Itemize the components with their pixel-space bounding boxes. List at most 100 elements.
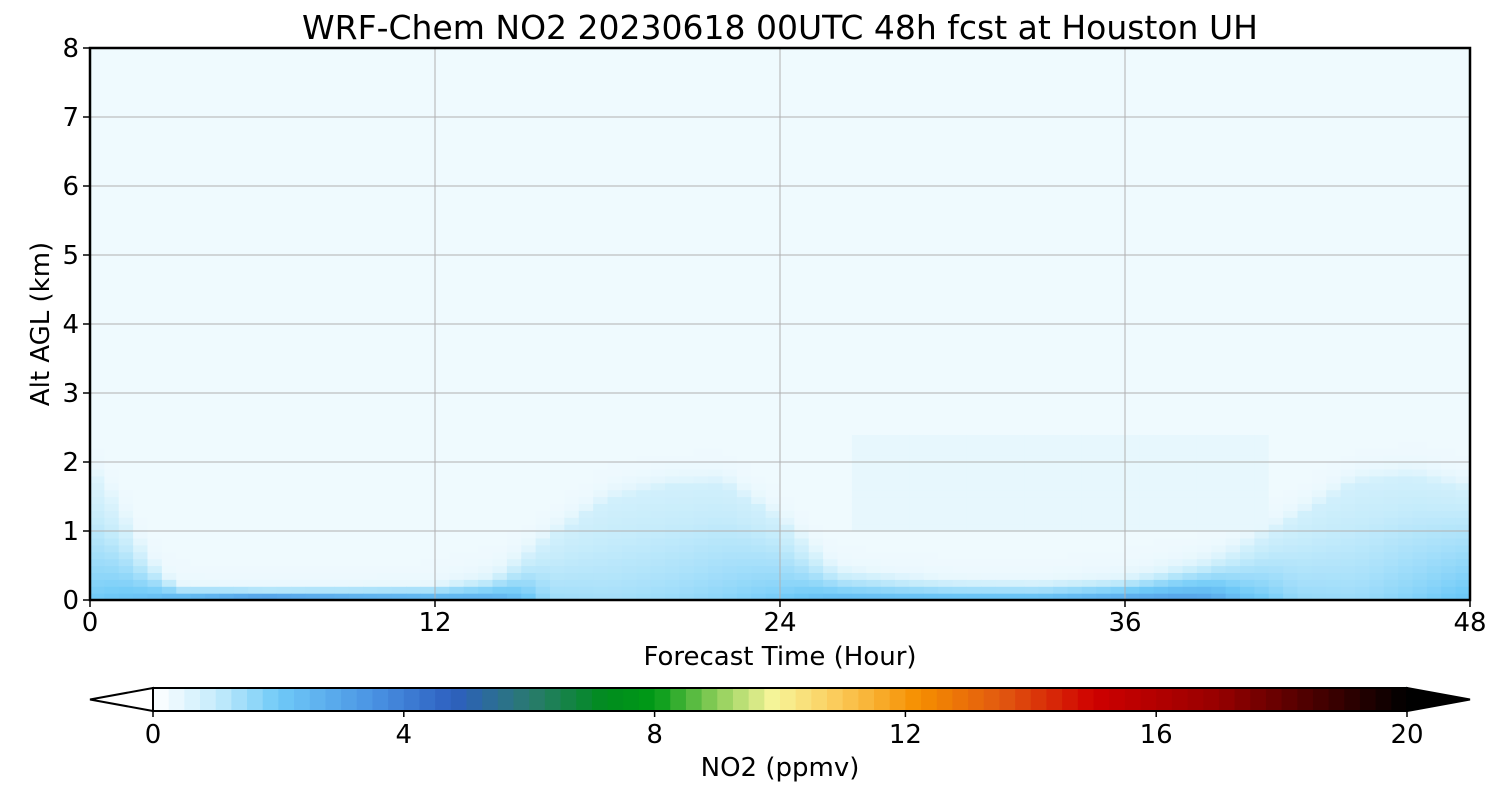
heatmap-cell <box>679 593 695 600</box>
heatmap-cell <box>952 468 968 477</box>
heatmap-cell <box>463 282 479 291</box>
heatmap-cell <box>205 475 220 484</box>
heatmap-cell <box>535 110 551 118</box>
heatmap-cell <box>966 510 982 518</box>
heatmap-cell <box>521 482 537 491</box>
heatmap-cell <box>895 503 910 511</box>
heatmap-cell <box>851 496 867 504</box>
heatmap-cell <box>205 310 220 318</box>
heatmap-cell <box>679 358 695 366</box>
heatmap-cell <box>866 123 882 132</box>
heatmap-cell <box>449 186 465 194</box>
heatmap-cell <box>938 386 954 394</box>
heatmap-cell <box>118 296 134 304</box>
heatmap-cell <box>478 572 494 580</box>
heatmap-cell <box>90 379 105 387</box>
heatmap-cell <box>391 199 407 208</box>
heatmap-cell <box>794 54 810 63</box>
heatmap-cell <box>880 261 896 270</box>
heatmap-cell <box>176 289 192 297</box>
heatmap-cell <box>478 220 494 228</box>
heatmap-cell <box>794 75 810 84</box>
heatmap-cell <box>550 255 565 263</box>
heatmap-cell <box>880 586 896 594</box>
heatmap-cell <box>722 399 738 408</box>
heatmap-cell <box>794 317 810 325</box>
heatmap-cell <box>248 227 264 235</box>
heatmap-cell <box>780 82 795 90</box>
heatmap-cell <box>478 344 494 353</box>
heatmap-cell <box>866 558 882 567</box>
heatmap-cell <box>736 206 752 215</box>
heatmap-cell <box>506 386 522 394</box>
heatmap-cell <box>435 420 450 429</box>
heatmap-cell <box>305 386 321 394</box>
heatmap-cell <box>492 344 508 353</box>
heatmap-cell <box>463 130 479 139</box>
heatmap-cell <box>147 386 163 394</box>
heatmap-cell <box>478 468 494 477</box>
heatmap-cell <box>880 565 896 573</box>
heatmap-cell <box>492 586 508 594</box>
heatmap-cell <box>276 448 292 456</box>
heatmap-cell <box>607 558 623 567</box>
heatmap-cell <box>478 537 494 546</box>
heatmap-cell <box>348 393 364 401</box>
heatmap-cell <box>118 48 134 56</box>
heatmap-cell <box>90 130 105 139</box>
heatmap-cell <box>363 130 379 139</box>
heatmap-cell <box>780 48 795 56</box>
heatmap-cell <box>578 192 594 201</box>
heatmap-cell <box>449 255 465 263</box>
heatmap-cell <box>765 255 781 263</box>
heatmap-cell <box>880 96 896 104</box>
heatmap-cell <box>794 351 810 360</box>
heatmap-cell <box>938 296 954 304</box>
heatmap-cell <box>219 158 235 166</box>
heatmap-cell <box>147 234 163 242</box>
heatmap-cell <box>262 289 278 297</box>
heatmap-cell <box>219 123 235 132</box>
heatmap-cell <box>320 372 335 380</box>
heatmap-cell <box>578 406 594 415</box>
heatmap-cell <box>521 475 537 484</box>
heatmap-cell <box>176 572 192 580</box>
heatmap-cell <box>104 317 120 325</box>
heatmap-cell <box>190 517 206 525</box>
heatmap-cell <box>794 117 810 125</box>
heatmap-cell <box>736 137 752 146</box>
heatmap-cell <box>248 531 264 539</box>
heatmap-cell <box>578 496 594 504</box>
heatmap-cell <box>104 234 120 242</box>
heatmap-cell <box>363 441 379 449</box>
heatmap-cell <box>621 524 637 532</box>
heatmap-cell <box>938 510 954 518</box>
heatmap-cell <box>923 227 939 235</box>
heatmap-cell <box>233 531 249 539</box>
heatmap-cell <box>966 427 982 435</box>
heatmap-cell <box>320 544 335 553</box>
heatmap-cell <box>880 117 896 125</box>
heatmap-cell <box>305 248 321 256</box>
heatmap-cell <box>952 165 968 173</box>
heatmap-cell <box>923 179 939 187</box>
heatmap-cell <box>334 434 350 442</box>
heatmap-cell <box>449 441 465 449</box>
heatmap-cell <box>765 517 781 525</box>
heatmap-cell <box>808 117 824 125</box>
heatmap-cell <box>708 544 724 553</box>
heatmap-cell <box>521 579 537 587</box>
heatmap-cell <box>621 144 637 153</box>
heatmap-cell <box>406 593 422 600</box>
heatmap-cell <box>823 544 839 553</box>
heatmap-cell <box>650 179 666 187</box>
heatmap-cell <box>722 393 738 401</box>
heatmap-cell <box>895 393 910 401</box>
heatmap-cell <box>895 496 910 504</box>
heatmap-cell <box>377 75 393 84</box>
heatmap-cell <box>665 261 680 270</box>
heatmap-cell <box>391 82 407 90</box>
heatmap-cell <box>104 172 120 180</box>
heatmap-cell <box>492 75 508 84</box>
heatmap-cell <box>708 289 724 297</box>
